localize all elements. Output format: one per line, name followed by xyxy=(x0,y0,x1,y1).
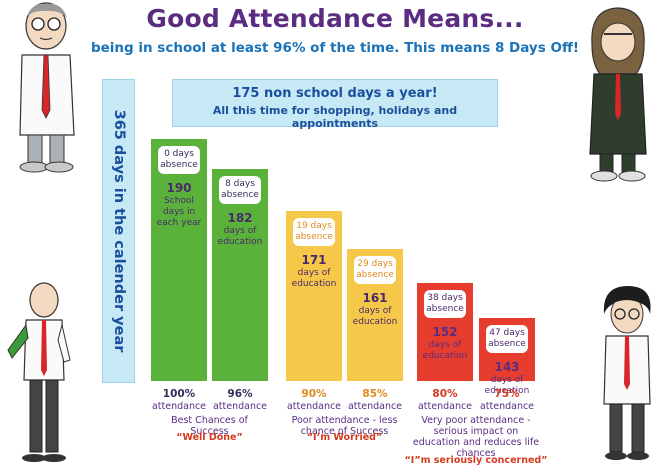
bar-0 xyxy=(151,139,207,381)
days-label: days of education xyxy=(217,226,263,248)
group-quote: “Well Done” xyxy=(176,432,243,443)
absence-badge: 19 days absence xyxy=(293,218,335,247)
chart-title: Good Attendance Means... xyxy=(146,4,524,33)
attendance-word: attendance xyxy=(151,401,207,412)
group-quote: “I”m seriously concerned” xyxy=(404,455,548,466)
dark-haired-student-figure-icon xyxy=(603,286,651,460)
banner-detail: All this time for shopping, holidays and… xyxy=(212,104,458,130)
percent-label: 85% xyxy=(362,388,388,400)
group-caption: Poor attendance - less chance of Success xyxy=(291,415,398,437)
percent-label: 90% xyxy=(301,388,327,400)
absence-badge: 0 days absence xyxy=(158,146,200,174)
hooded-student-figure-icon xyxy=(589,7,647,182)
attendance-word: attendance xyxy=(417,401,473,412)
attendance-word: attendance xyxy=(212,401,268,412)
days-value: 152 xyxy=(432,325,458,340)
group-caption: Very poor attendance - serious impact on… xyxy=(412,415,540,459)
chart-subtitle: being in school at least 96% of the time… xyxy=(90,40,580,56)
attendance-word: attendance xyxy=(347,401,403,412)
absence-badge: 47 days absence xyxy=(486,324,528,353)
days-value: 161 xyxy=(362,291,388,306)
group-caption: Best Chances of Success xyxy=(171,415,248,437)
days-label: School days in each year xyxy=(156,196,202,228)
attendance-word: attendance xyxy=(286,401,342,412)
days-value: 171 xyxy=(301,253,327,268)
days-label: days of education xyxy=(352,306,398,328)
days-label: days of education xyxy=(484,374,530,396)
teacher-figure-icon xyxy=(19,2,75,173)
days-value: 190 xyxy=(166,181,192,195)
bar-1 xyxy=(212,169,268,381)
banner-headline: 175 non school days a year! xyxy=(232,86,438,101)
percent-label: 96% xyxy=(227,388,253,400)
absence-badge: 8 days absence xyxy=(219,176,261,205)
percent-label: 80% xyxy=(432,388,458,400)
percent-label: 100% xyxy=(162,388,196,400)
attendance-word: attendance xyxy=(479,401,535,412)
bald-student-figure-icon xyxy=(7,282,71,462)
absence-badge: 38 days absence xyxy=(424,290,466,319)
days-value: 182 xyxy=(227,211,253,226)
non-school-days-banner: 175 non school days a year! All this tim… xyxy=(172,79,498,130)
days-label: days of education xyxy=(291,268,337,290)
calendar-year-bar: 365 days in the calender year xyxy=(102,79,135,383)
days-label: days of education xyxy=(422,340,468,362)
percent-label: 75% xyxy=(494,388,520,400)
absence-badge: 29 days absence xyxy=(354,256,396,285)
calendar-year-label: 365 days in the calender year xyxy=(110,109,127,353)
days-value: 143 xyxy=(494,359,520,374)
group-quote: “I’m Worried” xyxy=(306,432,383,443)
